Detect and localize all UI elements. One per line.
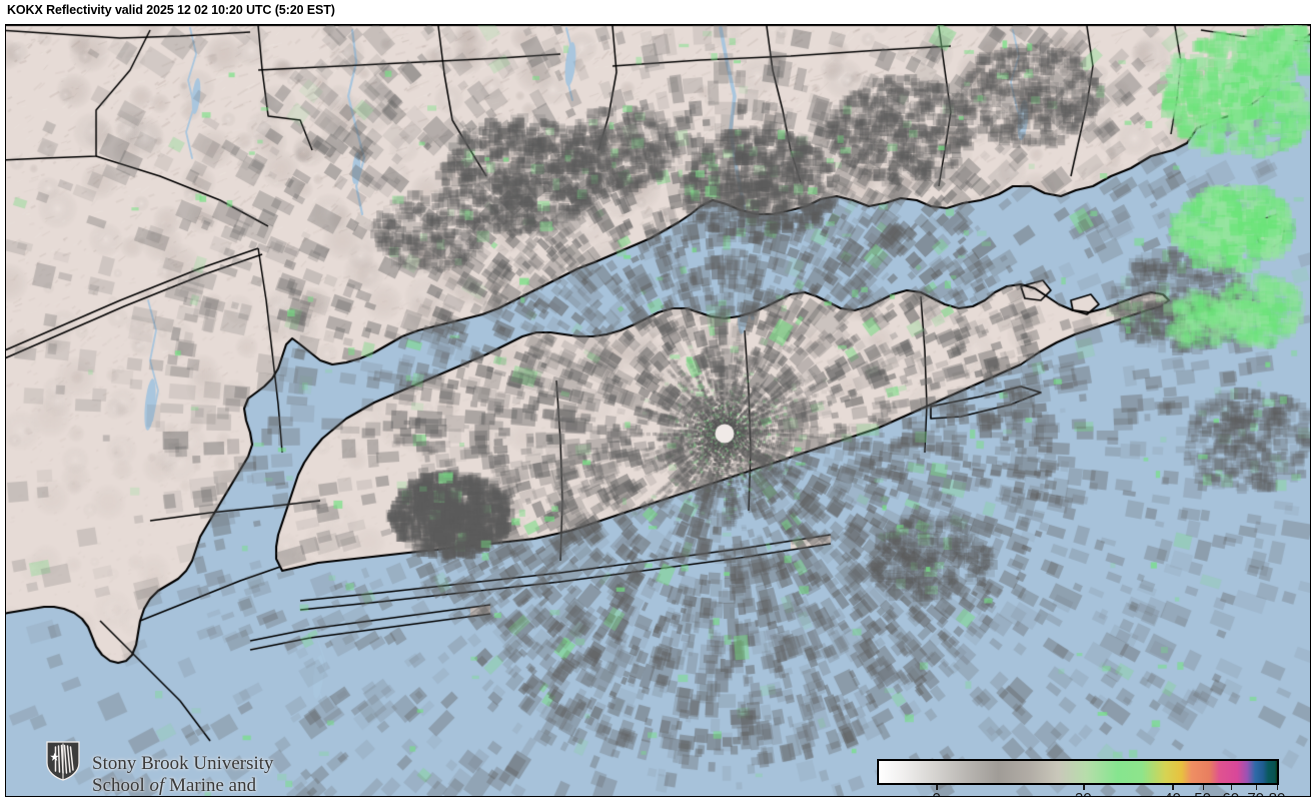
colorbar-tick-label: 70 (1247, 790, 1264, 796)
colorbar-tick (1276, 785, 1279, 790)
colorbar-tick (1202, 785, 1205, 790)
colorbar-tick-label: 20 (1075, 790, 1092, 796)
colorbar-tick (1255, 785, 1258, 790)
colorbar-bar (877, 759, 1279, 785)
colorbar-tick-label: 60 (1222, 790, 1239, 796)
colorbar-tick-label: 50 (1194, 790, 1211, 796)
title-bar: KOKX Reflectivity valid 2025 12 02 10:20… (0, 0, 1316, 24)
colorbar-tick (1172, 785, 1174, 790)
colorbar-ticks (877, 785, 1279, 791)
colorbar-gradient (879, 761, 1277, 783)
colorbar-tick (936, 785, 938, 790)
colorbar-tick-label: 80 (1269, 790, 1286, 796)
colorbar-tick-label: 40 (1164, 790, 1181, 796)
colorbar-tick-labels: 0 20 40 50 60 70 80 (877, 790, 1285, 796)
reflectivity-colorbar: 0 20 40 50 60 70 80 (877, 759, 1285, 796)
page-title: KOKX Reflectivity valid 2025 12 02 10:20… (7, 3, 335, 17)
colorbar-tick-label: 0 (932, 790, 940, 796)
colorbar-tick (1083, 785, 1085, 790)
colorbar-tick (1230, 785, 1233, 790)
radar-map-canvas[interactable] (6, 25, 1310, 796)
radar-map[interactable]: Stony Brook University School of Marine … (5, 24, 1311, 797)
